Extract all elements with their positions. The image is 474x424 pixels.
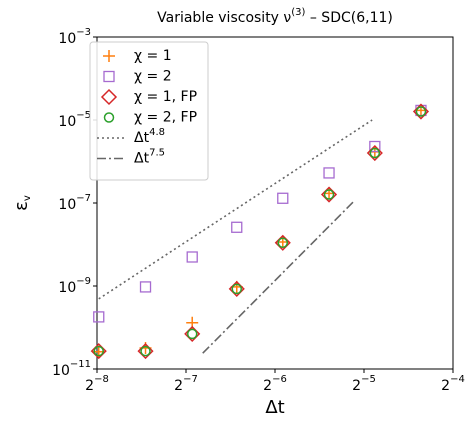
marker-circle [323,189,335,200]
marker-circle [231,283,243,295]
marker-circle [186,328,198,340]
x-tick-label: 2−8 [85,374,109,394]
legend-marker [103,70,115,83]
marker-circle [277,237,289,249]
marker-circle [140,345,151,357]
x-tick-label: 2−6 [263,374,287,394]
x-tick-label: 2−7 [174,374,198,394]
legend-marker [100,88,118,106]
legend-label: χ = 1 [134,48,172,64]
x-axis-label: Δt [265,397,284,418]
legend-marker [103,112,115,123]
x-tick-label: 2−5 [352,374,376,394]
legend-label: χ = 2, FP [134,110,197,126]
y-tick-label: 10−11 [52,359,91,379]
x-tick-label: 2−4 [441,374,465,394]
legend-label: Δt4.8 [134,127,165,146]
marker-square [323,167,335,179]
y-tick-label: 10−3 [58,27,91,47]
marker-square [369,140,381,153]
y-tick-label: 10−9 [58,276,91,296]
legend-label: χ = 2 [134,69,172,85]
marker-square [277,192,289,204]
marker-circle [93,345,105,357]
y-tick-label: 10−5 [58,110,91,130]
marker-square [93,311,105,323]
legend-box [89,41,209,181]
legend-label: Δt7.5 [134,148,165,167]
chart-title: Variable viscosity ν(3) – SDC(6,11) [157,7,393,26]
legend-marker [103,50,115,62]
legend-label: χ = 1, FP [134,89,197,105]
marker-square [231,221,243,233]
reference-line [202,201,354,354]
y-axis-label: εv [11,195,33,211]
y-tick-label: 10−7 [58,193,91,213]
marker-square [186,251,198,263]
marker-circle [369,147,381,159]
marker-circle [415,106,427,117]
marker-square [139,281,152,293]
